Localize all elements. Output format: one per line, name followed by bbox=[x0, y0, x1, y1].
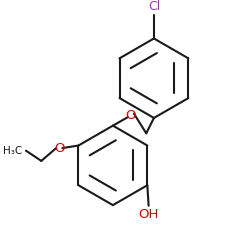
Text: Cl: Cl bbox=[148, 0, 160, 13]
Text: OH: OH bbox=[138, 208, 159, 221]
Text: O: O bbox=[54, 142, 64, 154]
Text: H₃C: H₃C bbox=[3, 146, 22, 156]
Text: O: O bbox=[126, 109, 136, 122]
